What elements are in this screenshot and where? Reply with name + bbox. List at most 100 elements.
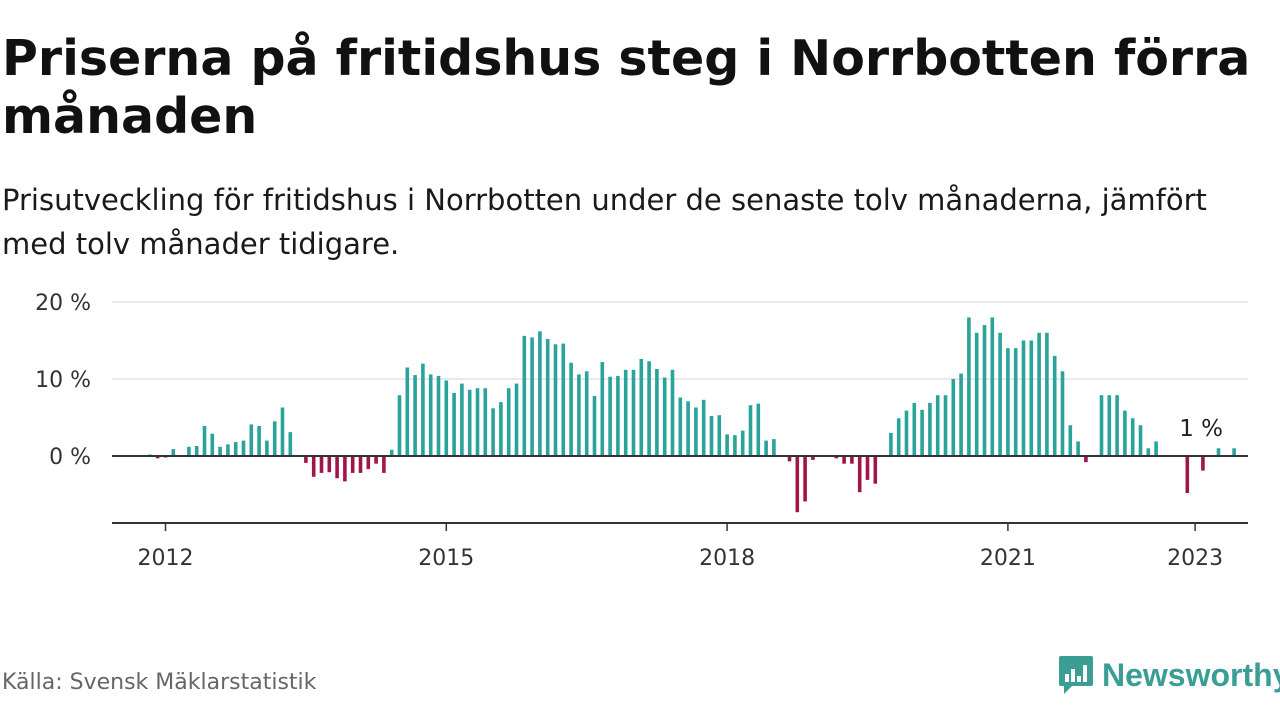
bar xyxy=(1060,371,1065,456)
y-axis-labels: 0 % 10 % 20 % xyxy=(35,291,91,470)
bar xyxy=(1099,395,1104,456)
bar xyxy=(1006,348,1010,456)
bar xyxy=(616,375,620,456)
bar xyxy=(811,456,815,460)
bar xyxy=(943,395,948,456)
bar xyxy=(1045,332,1049,456)
bar xyxy=(1052,355,1057,456)
bar xyxy=(873,456,878,484)
bar xyxy=(686,401,690,456)
bar xyxy=(272,421,277,456)
x-tick-label: 2012 xyxy=(138,546,194,571)
bar xyxy=(1130,418,1135,456)
bar xyxy=(623,369,628,456)
bar xyxy=(249,424,254,456)
bar xyxy=(717,415,722,456)
bar xyxy=(787,456,792,462)
bar xyxy=(850,456,854,464)
bar xyxy=(647,361,651,456)
bar xyxy=(896,418,901,456)
x-tick-label: 2018 xyxy=(699,546,755,571)
bar xyxy=(584,371,589,456)
bar xyxy=(639,359,644,456)
y-tick-label: 20 % xyxy=(35,291,91,316)
bar xyxy=(951,379,956,456)
bars xyxy=(148,317,1236,513)
bar xyxy=(920,409,924,456)
bar xyxy=(538,331,542,456)
bar xyxy=(1084,456,1088,463)
bar xyxy=(475,388,480,456)
bar xyxy=(1123,410,1127,456)
bar xyxy=(865,456,870,480)
bar xyxy=(631,369,636,456)
bar xyxy=(912,402,917,456)
bar xyxy=(748,405,753,456)
bar xyxy=(842,456,846,464)
bar xyxy=(311,456,316,477)
bar xyxy=(662,377,667,456)
axes xyxy=(112,455,1248,531)
bar xyxy=(452,392,456,456)
bar xyxy=(1076,441,1080,456)
bar xyxy=(733,435,737,456)
source-note: Källa: Svensk Mäklarstatistik xyxy=(2,670,317,695)
bar xyxy=(405,367,410,456)
page-subtitle: Prisutveckling för fritidshus i Norrbott… xyxy=(2,183,1207,261)
bar xyxy=(304,456,308,463)
bar-chart: 0 % 10 % 20 % 2012 2015 2018 2021 2023 1 % xyxy=(35,291,1248,571)
x-tick-label: 2015 xyxy=(418,546,474,571)
bar xyxy=(982,325,987,456)
bar xyxy=(1216,448,1221,456)
bar xyxy=(350,456,355,473)
bar xyxy=(678,397,683,456)
bar xyxy=(257,426,261,456)
bar xyxy=(701,399,706,456)
bar xyxy=(397,395,402,456)
bar xyxy=(1107,395,1112,456)
bar xyxy=(194,446,199,456)
bar xyxy=(1201,456,1205,471)
bar xyxy=(335,456,339,479)
bar xyxy=(218,446,222,456)
bar xyxy=(1185,456,1190,493)
bar xyxy=(545,339,550,456)
bar xyxy=(998,332,1002,456)
bar xyxy=(553,344,558,456)
bar xyxy=(366,456,371,470)
bar xyxy=(413,375,417,456)
bar xyxy=(577,374,581,456)
bar xyxy=(561,343,566,456)
bar xyxy=(374,456,378,464)
bar xyxy=(857,456,862,493)
bar xyxy=(506,388,511,456)
bar xyxy=(935,395,940,456)
bar xyxy=(483,388,488,456)
brand-logo: Newsworthy xyxy=(1058,654,1280,696)
latest-value-label: 1 % xyxy=(1179,416,1223,442)
x-tick-label: 2021 xyxy=(980,546,1036,571)
bar xyxy=(1232,448,1236,456)
bar xyxy=(967,317,971,456)
bar xyxy=(756,403,761,456)
bar xyxy=(428,374,433,456)
bar xyxy=(499,402,503,456)
bar xyxy=(772,439,776,456)
bar xyxy=(1013,348,1018,456)
newsworthy-logo-icon xyxy=(1059,656,1093,694)
bar xyxy=(187,446,191,456)
bar xyxy=(343,456,347,482)
bar xyxy=(382,456,386,473)
bar xyxy=(1115,395,1119,456)
bar xyxy=(514,383,519,456)
bar xyxy=(202,426,207,456)
y-tick-label: 10 % xyxy=(35,368,91,393)
x-tick-label: 2023 xyxy=(1167,546,1223,571)
bar xyxy=(467,389,472,456)
x-axis-labels: 2012 2015 2018 2021 2023 xyxy=(138,546,1224,571)
bar xyxy=(1138,425,1143,456)
bar xyxy=(709,416,714,456)
bar xyxy=(795,456,800,513)
brand-name: Newsworthy xyxy=(1102,656,1280,693)
bar xyxy=(655,369,659,456)
